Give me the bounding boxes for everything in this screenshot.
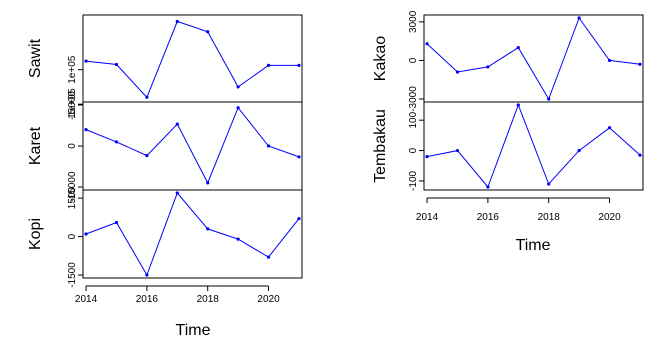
x-tick-label: 2014 <box>416 212 439 223</box>
y-tick-label: -1e+05 <box>67 88 78 120</box>
data-point <box>145 273 149 277</box>
data-point <box>455 148 460 153</box>
data-point <box>206 30 210 34</box>
panel-tembakau: -100 0 100 Tembakau <box>372 101 644 191</box>
data-point <box>145 95 149 99</box>
data-point <box>577 148 581 153</box>
data-point <box>175 191 179 195</box>
y-tick-label: 15000 <box>67 91 78 119</box>
panel-kopi: -1500 0 1500 Kopi <box>27 187 303 288</box>
data-point <box>425 155 429 159</box>
x-tick-label: 2018 <box>538 212 561 223</box>
data-point <box>486 65 490 69</box>
panel-frame <box>82 189 303 279</box>
data-point <box>297 155 301 159</box>
series-line-tembakau <box>426 103 641 188</box>
data-point <box>114 62 119 67</box>
data-point <box>114 220 119 225</box>
data-point <box>266 144 271 148</box>
x-tick-label: 2020 <box>598 212 621 223</box>
series-line-karet <box>85 106 300 185</box>
chart-0: -1e+051e+05Sawit-15000015000Karet-150001… <box>27 14 303 339</box>
x-tick-label: 2014 <box>75 294 98 305</box>
panel-frame <box>423 14 644 103</box>
y-axis-label: Kakao <box>372 36 389 81</box>
data-point <box>175 122 179 126</box>
data-point <box>114 140 119 144</box>
data-point <box>516 45 520 50</box>
y-tick-label: -1500 <box>67 262 78 288</box>
data-point <box>206 181 210 185</box>
y-tick-label: 0 <box>408 57 419 63</box>
data-point <box>236 85 240 89</box>
data-point <box>236 237 240 241</box>
data-point <box>145 153 149 158</box>
chart-1: -3000 0 3000 Kakao -100 0 100 Tembakau 2014 2016 2… <box>372 10 644 254</box>
series-line-sawit <box>85 20 299 99</box>
data-point <box>638 62 642 66</box>
data-point <box>297 217 301 221</box>
y-tick-label: 0 <box>67 233 78 239</box>
data-point <box>236 106 240 110</box>
y-tick-label: 1e+05 <box>67 55 78 84</box>
data-point <box>175 19 179 24</box>
y-tick-label: 3000 <box>408 10 419 33</box>
data-point <box>547 182 551 186</box>
data-point <box>84 59 88 63</box>
y-tick-label: 1500 <box>67 187 78 210</box>
data-point <box>425 42 429 46</box>
data-point <box>577 16 581 20</box>
series-line-kakao <box>426 16 641 101</box>
x-tick-label: 2018 <box>197 294 220 305</box>
panel-karet: -15000 0 15000 Karet <box>27 91 303 203</box>
data-point <box>84 232 88 236</box>
data-point <box>84 128 88 132</box>
series-line-kopi <box>85 192 300 277</box>
data-point <box>266 63 271 67</box>
data-point <box>297 63 301 67</box>
data-point <box>638 153 642 157</box>
y-tick-label: -15000 <box>67 171 78 203</box>
panel-kakao: -3000 0 3000 Kakao <box>372 10 644 112</box>
y-tick-label: 0 <box>67 143 78 149</box>
data-point <box>607 58 612 63</box>
y-axis-label: Tembakau <box>372 109 389 183</box>
x-tick-label: 2016 <box>477 212 500 223</box>
y-tick-label: -3000 <box>408 86 419 112</box>
y-tick-label: 0 <box>408 147 419 153</box>
data-point <box>607 126 612 130</box>
panel-frame <box>82 14 303 103</box>
x-tick-label: 2016 <box>136 294 159 305</box>
x-tick-label: 2020 <box>257 294 280 305</box>
y-axis-label: Sawit <box>27 38 44 78</box>
panel-frame <box>423 101 644 191</box>
data-point <box>486 185 490 189</box>
data-point <box>266 255 271 259</box>
y-tick-label: 100 <box>408 111 419 128</box>
y-axis-label: Kopi <box>27 218 44 250</box>
data-point <box>206 227 210 231</box>
x-axis-label: Time <box>176 322 211 339</box>
data-point <box>516 103 520 107</box>
x-axis-label: Time <box>516 237 551 254</box>
y-tick-label: -100 <box>408 170 419 190</box>
data-point <box>455 70 460 74</box>
y-axis-label: Karet <box>27 126 44 165</box>
data-point <box>547 97 551 101</box>
